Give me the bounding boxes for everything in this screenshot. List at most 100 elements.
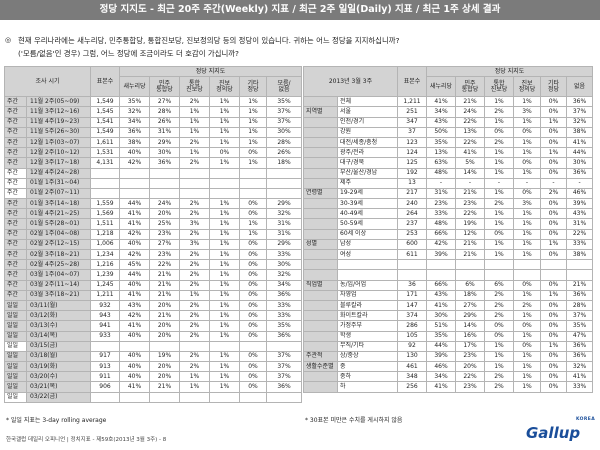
row-value: 33%	[265, 310, 303, 322]
table-row: 주간 01월 1주(31~04)	[4, 177, 303, 189]
row-subgroup	[337, 259, 398, 271]
row-value	[149, 167, 180, 179]
row-value	[265, 340, 303, 352]
row-group: 일일	[4, 391, 27, 403]
table-row: 주간 01월 3주(14~18) 1,559 44% 24% 2% 1% 0% 29%	[4, 198, 303, 210]
row-sample: 125	[397, 157, 427, 169]
row-value: 37%	[265, 371, 303, 383]
row-sample: 943	[90, 310, 120, 322]
row-value: 13%	[455, 126, 485, 138]
row-value	[565, 259, 594, 271]
row-sample: 1,541	[90, 116, 120, 128]
row-value: 32%	[565, 361, 594, 373]
row-category	[303, 381, 338, 393]
row-value: 1%	[209, 361, 240, 373]
row-value: 0%	[513, 187, 541, 200]
header-col: 모름/ 없음	[265, 76, 303, 98]
row-value: 1%	[513, 361, 541, 373]
row-value: 0%	[513, 157, 541, 169]
row-value: 14%	[455, 167, 485, 179]
row-sample: 1,549	[90, 96, 120, 108]
row-period: 12월 1주(03~07)	[26, 136, 91, 149]
row-value: 0%	[239, 147, 267, 159]
row-period: 01월 3주(14~18)	[26, 198, 91, 210]
row-value	[209, 187, 240, 200]
table-row: 주간 02월 2주(12~15) 1,006 40% 27% 3% 1% 0% 29%	[4, 238, 303, 251]
row-value: 17%	[455, 340, 485, 352]
table-row: 대전/세종/충청 123 35% 22% 2% 1% 0% 41%	[303, 136, 594, 149]
row-value: 1%	[513, 289, 541, 301]
row-value: 0%	[239, 310, 267, 322]
row-sample: 105	[397, 330, 427, 342]
row-value: 0%	[540, 310, 567, 322]
row-value: 0%	[484, 320, 514, 332]
page-title: 정당 지지도 - 최근 20주 주간(Weekly) 지표 / 최근 2주 일일…	[0, 0, 600, 20]
row-group: 주간	[4, 279, 27, 291]
row-value: 2%	[179, 330, 210, 342]
row-value: 31%	[565, 218, 594, 230]
row-subgroup: 40-49세	[337, 208, 398, 220]
row-group: 주간	[4, 147, 27, 159]
row-value: 32%	[565, 116, 594, 128]
header-col: 새누리당	[119, 76, 150, 98]
row-value: 0%	[239, 248, 267, 261]
row-value: 23%	[455, 198, 485, 210]
table-row: 주간 12월 2주(10~12) 1,531 40% 30% 1% 0% 0% 26%	[4, 147, 303, 159]
row-subgroup: 상/중상	[337, 350, 398, 363]
row-subgroup: 여성	[337, 248, 398, 261]
row-value: 1%	[209, 350, 240, 363]
row-period: 11월 3주(12~16)	[26, 106, 91, 118]
row-sample: 130	[397, 350, 427, 363]
row-value: 1%	[513, 147, 541, 159]
table-row: 일일 03/21(목) 906 41% 21% 1% 1% 0% 36%	[4, 381, 303, 393]
row-group: 주간	[4, 218, 27, 230]
row-category: 성별	[303, 238, 338, 251]
row-sample: 237	[397, 218, 427, 230]
row-sample	[397, 269, 427, 281]
row-value: 39%	[426, 248, 456, 261]
row-value: 36%	[565, 289, 594, 301]
row-value: 0%	[540, 106, 567, 118]
row-value: 2%	[179, 248, 210, 261]
table-row: 주간 03월 2주(11~14) 1,245 40% 21% 2% 1% 0% 34%	[4, 279, 303, 291]
row-value: 1%	[209, 208, 240, 220]
row-value: 27%	[149, 96, 180, 108]
row-value: 21%	[149, 310, 180, 322]
row-value: 20%	[149, 208, 180, 220]
row-value: 31%	[149, 126, 180, 138]
row-sample: 1,239	[90, 269, 120, 281]
row-value: 3%	[513, 106, 541, 118]
row-value	[513, 259, 541, 271]
gallup-logo: KOREA Gallup	[526, 417, 595, 442]
row-group: 주간	[4, 269, 27, 281]
table-row: 주관적 상/중상 130 39% 23% 1% 1% 0% 36%	[303, 350, 594, 363]
row-value: 41%	[119, 289, 150, 301]
row-value: 2%	[179, 299, 210, 312]
row-value	[179, 391, 210, 403]
table-row: 자영업 171 43% 18% 2% 1% 1% 36%	[303, 289, 594, 301]
table-row: 일일 03/12(화) 943 42% 21% 2% 1% 0% 33%	[4, 310, 303, 322]
row-value: 2%	[484, 381, 514, 393]
row-value: 20%	[149, 320, 180, 332]
row-value: 2%	[179, 198, 210, 210]
row-subgroup	[337, 269, 398, 281]
row-value: 1%	[239, 106, 267, 118]
row-category	[303, 289, 338, 301]
row-sample	[90, 187, 120, 200]
row-value: 0%	[239, 299, 267, 312]
row-value: 41%	[426, 96, 456, 108]
row-value: 48%	[426, 167, 456, 179]
row-subgroup: 부산/울산/경남	[337, 167, 398, 179]
row-value: -	[540, 177, 567, 189]
row-value: 1%	[179, 289, 210, 301]
row-value: 19%	[149, 350, 180, 363]
row-category	[303, 96, 338, 108]
table-row: 주간 03월 3주(18~21) 1,211 41% 21% 1% 1% 0% 36%	[4, 289, 303, 301]
row-value	[265, 167, 303, 179]
table-row: 주간 11월 2주(05~09) 1,549 35% 27% 2% 1% 1% 35%	[4, 96, 303, 108]
row-subgroup: 가정주부	[337, 320, 398, 332]
table-row: 일일 03/14(목) 933 40% 20% 2% 1% 0% 36%	[4, 330, 303, 342]
row-value: 1%	[179, 371, 210, 383]
row-value: 1%	[484, 96, 514, 108]
row-group: 주간	[4, 259, 27, 271]
